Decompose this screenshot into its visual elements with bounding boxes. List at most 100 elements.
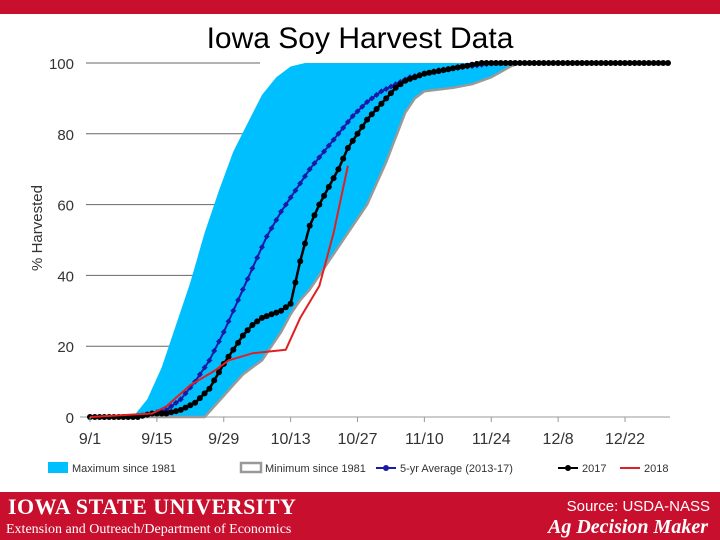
data-point [540,60,547,66]
data-point [383,85,390,92]
legend: Maximum since 1981 Minimum since 1981 5-yr… [48,461,668,475]
data-point [273,309,280,316]
data-point [306,166,313,173]
data-point [235,339,242,346]
data-point [168,409,175,416]
data-point [268,311,275,318]
data-point [201,364,208,371]
y-axis-label: % Harvested [29,185,46,271]
legend-item: 2018 [620,463,668,475]
data-point [177,406,184,413]
data-point [450,65,456,72]
data-point [335,130,342,137]
legend-item: Minimum since 1981 [239,461,366,475]
y-tick-label: 0 [66,410,74,427]
series-layer [87,60,671,420]
y-tick-label: 20 [57,339,74,356]
data-point [172,399,179,406]
data-point [478,60,485,66]
legend-label: 2018 [644,463,668,475]
data-point [239,286,246,293]
data-point [254,254,261,261]
data-point [364,116,371,123]
data-point [211,347,218,354]
data-point [612,60,619,66]
legend-label: 5-yr Average (2013-17) [400,463,513,475]
legend-item: Maximum since 1981 [48,462,176,475]
data-point [273,216,280,223]
data-point [292,279,299,286]
data-point [445,66,452,73]
data-point [235,297,242,304]
data-point [225,353,232,360]
data-point [493,60,499,66]
data-point [488,60,495,66]
y-tick-label: 60 [57,198,74,215]
legend-marker [383,465,389,471]
data-point [340,124,347,131]
data-point [507,60,514,66]
data-point [497,60,504,66]
data-point [182,404,189,411]
data-point [469,61,476,68]
data-point [440,67,447,74]
data-point [411,74,418,81]
data-point [373,91,380,98]
program-logo: Ag Decision Maker [548,516,708,538]
data-point [574,60,581,66]
data-point [622,60,628,66]
data-point [282,304,289,311]
data-point [259,314,265,321]
data-point [192,399,199,406]
series-line [90,61,668,419]
data-point [330,175,337,182]
data-point [287,194,294,201]
data-point [569,60,576,66]
x-tick-label: 11/10 [405,431,444,448]
data-point [263,313,270,320]
data-point [641,60,648,66]
footer-bar: IOWA STATE UNIVERSITY Extension and Outr… [0,492,720,540]
data-point [378,88,385,95]
x-tick-label: 12/8 [543,431,574,448]
data-point [364,98,371,105]
x-tick-label: 10/13 [271,431,311,448]
legend-swatch [48,462,68,473]
data-point [321,192,328,199]
data-point [526,60,533,66]
data-point [359,103,366,110]
data-point [325,183,332,190]
data-point [464,62,471,69]
band-layer [90,63,668,417]
data-point [349,137,356,144]
data-point [173,408,179,415]
x-tick-label: 9/1 [79,431,101,448]
data-point [287,300,294,307]
data-point [435,68,442,74]
data-point [368,111,375,118]
data-point [201,390,208,397]
x-tick-label: 12/22 [605,431,645,448]
data-point [311,212,318,219]
data-point [373,106,380,112]
data-point [230,307,237,314]
data-point [559,60,566,66]
legend-marker [565,465,571,471]
source-text: Source: USDA-NASS [566,498,710,515]
data-point [402,77,409,84]
data-point [550,60,557,66]
data-point [340,155,347,162]
data-point [297,180,304,187]
data-point [473,60,480,67]
data-point [177,396,184,403]
data-point [196,371,203,378]
x-tick-label: 9/29 [208,431,239,448]
data-point [583,60,590,66]
data-point [282,201,289,208]
data-point [354,108,361,115]
page-title: Iowa Soy Harvest Data [206,22,514,55]
data-point [516,60,523,66]
data-point [344,145,351,151]
data-point [602,60,609,66]
data-point [134,414,141,420]
